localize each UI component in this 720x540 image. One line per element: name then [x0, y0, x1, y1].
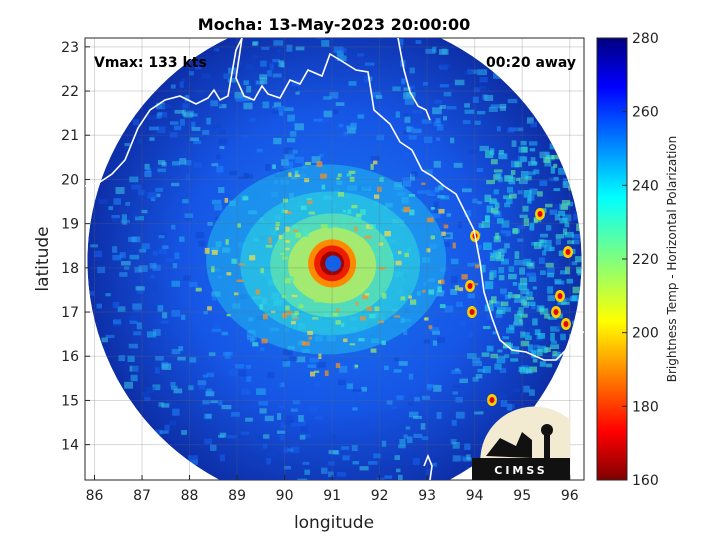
x-tick-label: 95 — [513, 488, 531, 504]
colorbar-tick-label: 240 — [632, 178, 659, 194]
y-tick-label: 21 — [61, 128, 79, 144]
x-tick-label: 86 — [86, 488, 104, 504]
colorbar-ticks: 160 180 200 220 240 260 280 — [622, 31, 659, 489]
y-axis-ticks: 14 15 16 17 18 19 20 21 22 23 — [61, 40, 90, 454]
spiral-bands — [195, 160, 480, 377]
brightness-temp-imagery — [87, 38, 582, 480]
cimss-logo: CIMSS — [472, 406, 570, 480]
y-tick-label: 14 — [61, 438, 79, 454]
colorbar-tick-label: 160 — [632, 473, 659, 489]
y-tick-label: 17 — [61, 305, 79, 321]
colorbar-label: Brightness Temp - Horizontal Polarizatio… — [665, 136, 679, 383]
y-tick-label: 15 — [61, 393, 79, 409]
y-axis-label: latitude — [33, 226, 53, 291]
x-tick-label: 90 — [276, 488, 294, 504]
coastline — [85, 38, 584, 480]
x-tick-label: 96 — [561, 488, 579, 504]
x-axis-label: longitude — [294, 513, 374, 533]
vmax-label: Vmax: 133 kts — [94, 55, 207, 71]
x-tick-label: 92 — [371, 488, 389, 504]
colorbar-tick-label: 180 — [632, 399, 659, 415]
y-tick-label: 23 — [61, 40, 79, 56]
y-tick-label: 16 — [61, 349, 79, 365]
colorbar-tick-label: 200 — [632, 326, 659, 342]
colorbar-tick-label: 220 — [632, 252, 659, 268]
storm-eye — [325, 255, 342, 272]
x-tick-label: 93 — [418, 488, 436, 504]
x-tick-label: 94 — [466, 488, 484, 504]
grid-lines — [85, 38, 584, 480]
y-tick-label: 18 — [61, 261, 79, 277]
y-tick-label: 20 — [61, 172, 79, 188]
colorbar-tick-label: 280 — [632, 31, 659, 47]
time-away-label: 00:20 away — [486, 55, 576, 71]
colorbar-tick-label: 260 — [632, 105, 659, 121]
y-tick-label: 19 — [61, 217, 79, 233]
x-tick-label: 88 — [181, 488, 199, 504]
x-tick-label: 89 — [228, 488, 246, 504]
x-tick-label: 91 — [323, 488, 341, 504]
x-tick-label: 87 — [133, 488, 151, 504]
logo-text: CIMSS — [494, 464, 547, 477]
y-tick-label: 22 — [61, 84, 79, 100]
x-axis-ticks: 86 87 88 89 90 91 92 93 94 95 96 — [86, 475, 579, 504]
chart-title: Mocha: 13-May-2023 20:00:00 — [198, 15, 470, 34]
